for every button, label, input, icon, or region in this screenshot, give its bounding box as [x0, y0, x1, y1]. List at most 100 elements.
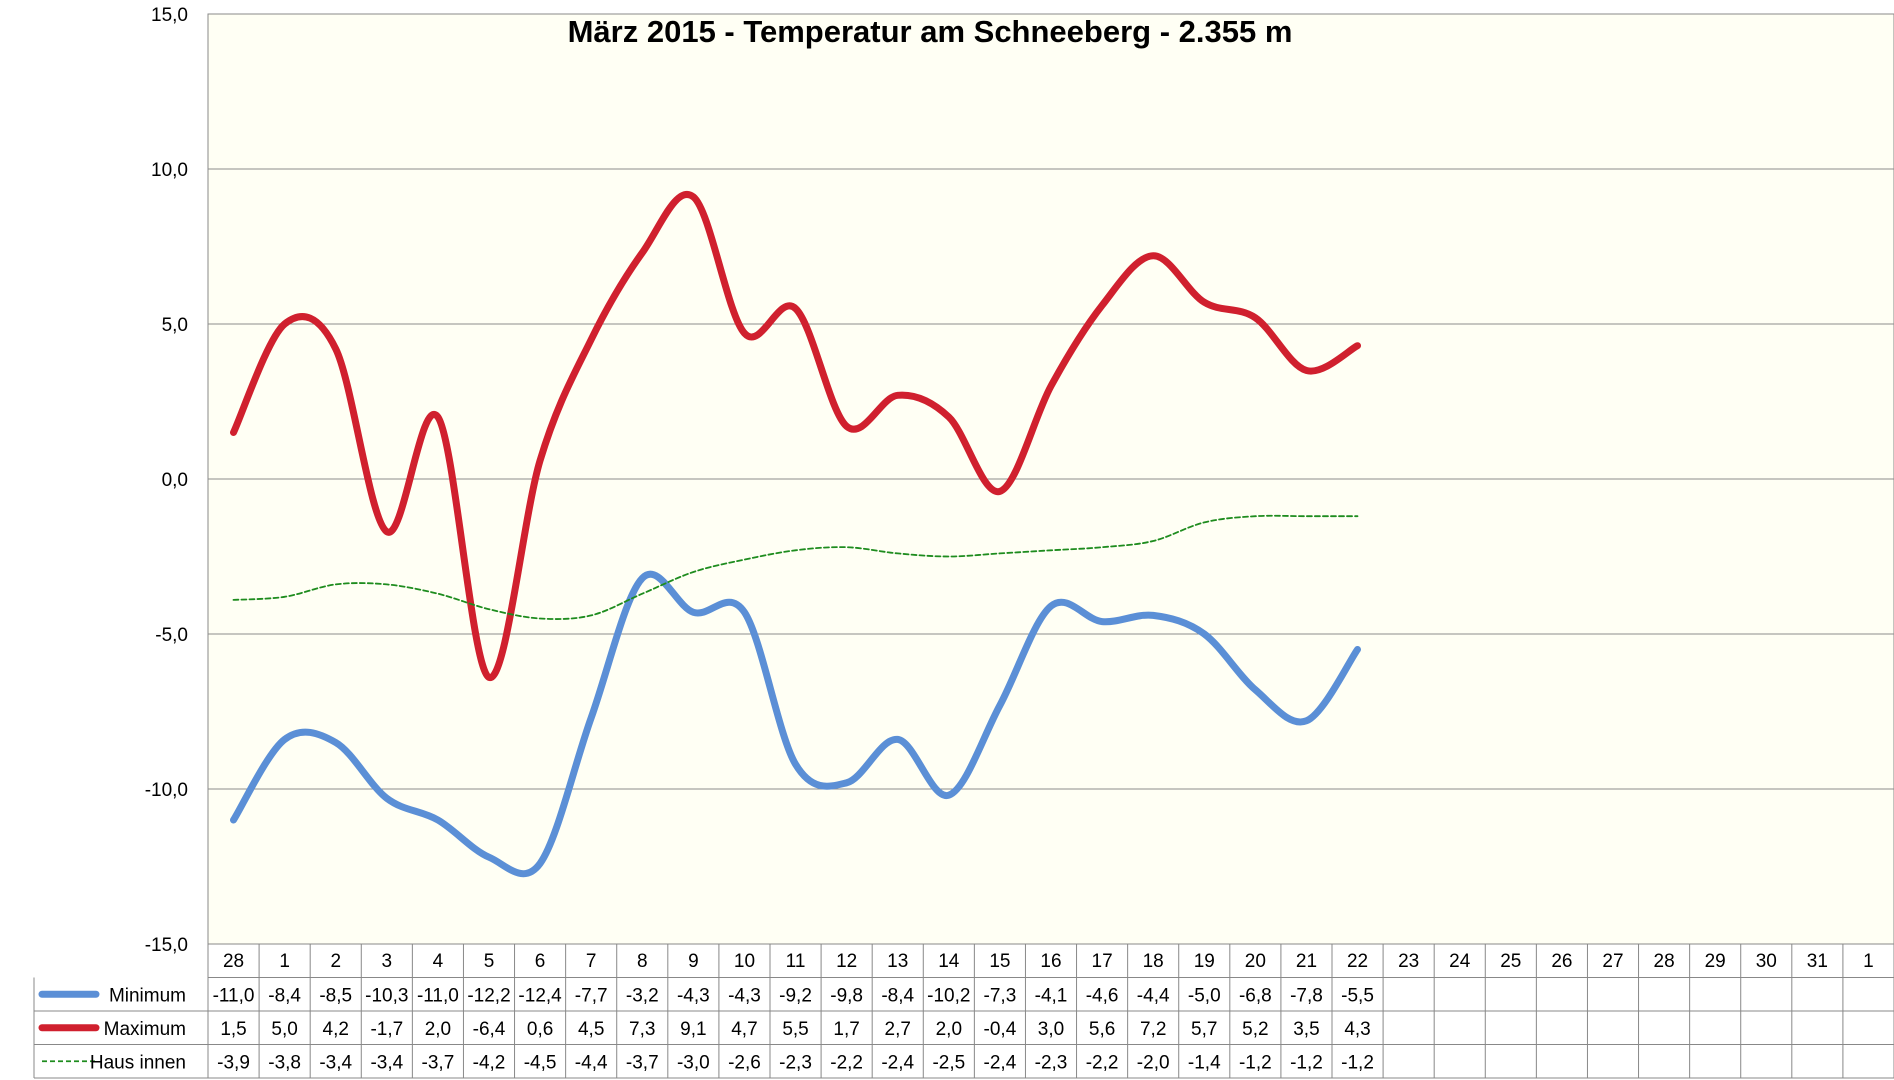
table-cell-value: -7,3 [984, 986, 1017, 1007]
legend-label: Haus innen [90, 1053, 186, 1074]
x-tick-label: 1 [279, 951, 290, 972]
x-tick-label: 18 [1143, 951, 1164, 972]
table-cell-value: 4,7 [731, 1019, 757, 1040]
table-cell-value: -6,8 [1239, 986, 1272, 1007]
table-cell-value: -10,3 [365, 986, 408, 1007]
table-cell-value: -3,7 [626, 1053, 659, 1074]
x-tick-label: 23 [1398, 951, 1419, 972]
table-cell-value: -8,4 [881, 986, 914, 1007]
table-cell-value: -7,7 [575, 986, 608, 1007]
table-cell-value: -4,3 [728, 986, 761, 1007]
table-cell-value: -4,3 [677, 986, 710, 1007]
y-tick-label: 5,0 [162, 315, 188, 336]
x-tick-label: 6 [535, 951, 546, 972]
x-tick-label: 14 [938, 951, 960, 972]
table-cell-value: 9,1 [680, 1019, 706, 1040]
table-cell-value: -2,6 [728, 1053, 761, 1074]
x-tick-label: 13 [887, 951, 908, 972]
table-cell-value: -3,0 [677, 1053, 710, 1074]
x-tick-label: 27 [1602, 951, 1623, 972]
table-cell-value: 3,5 [1293, 1019, 1319, 1040]
y-tick-label: -15,0 [145, 935, 188, 956]
table-cell-value: -2,0 [1137, 1053, 1170, 1074]
grid-lines [208, 168, 1894, 790]
table-cell-value: 2,0 [936, 1019, 962, 1040]
table-cell-value: -3,4 [319, 1053, 352, 1074]
table-cell-value: 4,2 [323, 1019, 349, 1040]
table-cell-value: -1,2 [1239, 1053, 1272, 1074]
table-cell-value: -2,3 [1035, 1053, 1068, 1074]
x-tick-label: 10 [734, 951, 755, 972]
table-cell-value: -10,2 [927, 986, 970, 1007]
x-tick-label: 20 [1245, 951, 1266, 972]
y-tick-label: 10,0 [151, 160, 188, 181]
table-cell-value: -4,6 [1086, 986, 1119, 1007]
x-tick-label: 9 [688, 951, 699, 972]
table-cell-value: -8,4 [268, 986, 301, 1007]
x-tick-label: 7 [586, 951, 597, 972]
table-cell-value: 5,0 [271, 1019, 297, 1040]
x-tick-label: 17 [1092, 951, 1113, 972]
x-tick-label: 28 [1654, 951, 1675, 972]
table-cell-value: -4,2 [473, 1053, 506, 1074]
table-cell-value: -1,7 [370, 1019, 403, 1040]
table-cell-value: -5,0 [1188, 986, 1221, 1007]
table-cell-value: -2,3 [779, 1053, 812, 1074]
table-cell-value: -4,4 [575, 1053, 608, 1074]
table-cell-value: 1,5 [220, 1019, 246, 1040]
series-line-maximum [230, 191, 1361, 681]
y-axis: 15,0 10,0 5,0 0,0 -5,0 -10,0 -15,0 [145, 5, 188, 956]
table-cell-value: -4,1 [1035, 986, 1068, 1007]
table-cell-value: 7,3 [629, 1019, 655, 1040]
table-cell-value: 7,2 [1140, 1019, 1166, 1040]
table-cell-value: 2,0 [425, 1019, 451, 1040]
x-tick-label: 28 [223, 951, 244, 972]
x-tick-label: 16 [1040, 951, 1061, 972]
x-tick-label: 15 [989, 951, 1010, 972]
x-tick-label: 21 [1296, 951, 1317, 972]
table-cell-value: -8,5 [319, 986, 352, 1007]
table-cell-value: 5,2 [1242, 1019, 1268, 1040]
table-cell-value: -12,4 [518, 986, 562, 1007]
table-cell-value: -3,9 [217, 1053, 250, 1074]
table-cell-value: -1,4 [1188, 1053, 1221, 1074]
x-tick-label: 2 [330, 951, 341, 972]
table-cell-value: -9,8 [830, 986, 863, 1007]
y-tick-label: 15,0 [151, 5, 188, 26]
x-tick-label: 5 [484, 951, 495, 972]
table-cell-value: -2,5 [932, 1053, 965, 1074]
series-line-haus-innen [232, 514, 1359, 620]
y-tick-label: 0,0 [162, 470, 188, 491]
x-tick-label: 12 [836, 951, 857, 972]
x-tick-label: 22 [1347, 951, 1368, 972]
series-lines [230, 191, 1361, 878]
table-cell-value: -7,8 [1290, 986, 1323, 1007]
table-cell-value: -1,2 [1341, 1053, 1374, 1074]
table-cell-value: -1,2 [1290, 1053, 1323, 1074]
table-cell-value: -11,0 [417, 986, 459, 1007]
table-cell-value: -2,4 [881, 1053, 914, 1074]
x-tick-label: 11 [786, 951, 806, 972]
x-tick-label: 8 [637, 951, 648, 972]
table-cell-value: 4,3 [1344, 1019, 1370, 1040]
table-cell-value: -4,4 [1137, 986, 1170, 1007]
table-cell-value: -2,2 [1086, 1053, 1119, 1074]
table-cell-value: -3,8 [268, 1053, 301, 1074]
table-cell-value: -6,4 [473, 1019, 506, 1040]
table-cell-value: 4,5 [578, 1019, 604, 1040]
table-cell-value: -3,7 [422, 1053, 455, 1074]
x-tick-label: 31 [1807, 951, 1828, 972]
table-cell-value: -12,2 [467, 986, 510, 1007]
table-cell-value: -9,2 [779, 986, 812, 1007]
y-tick-label: -10,0 [145, 780, 188, 801]
x-tick-label: 24 [1449, 951, 1471, 972]
table-cell-value: -4,5 [524, 1053, 557, 1074]
x-tick-label: 29 [1705, 951, 1726, 972]
table-cell-value: 2,7 [885, 1019, 911, 1040]
table-cell-value: -2,4 [984, 1053, 1017, 1074]
table-cell-value: -2,2 [830, 1053, 863, 1074]
table-cell-value: 0,6 [527, 1019, 553, 1040]
x-tick-label: 3 [382, 951, 393, 972]
table-cell-value: 5,6 [1089, 1019, 1115, 1040]
